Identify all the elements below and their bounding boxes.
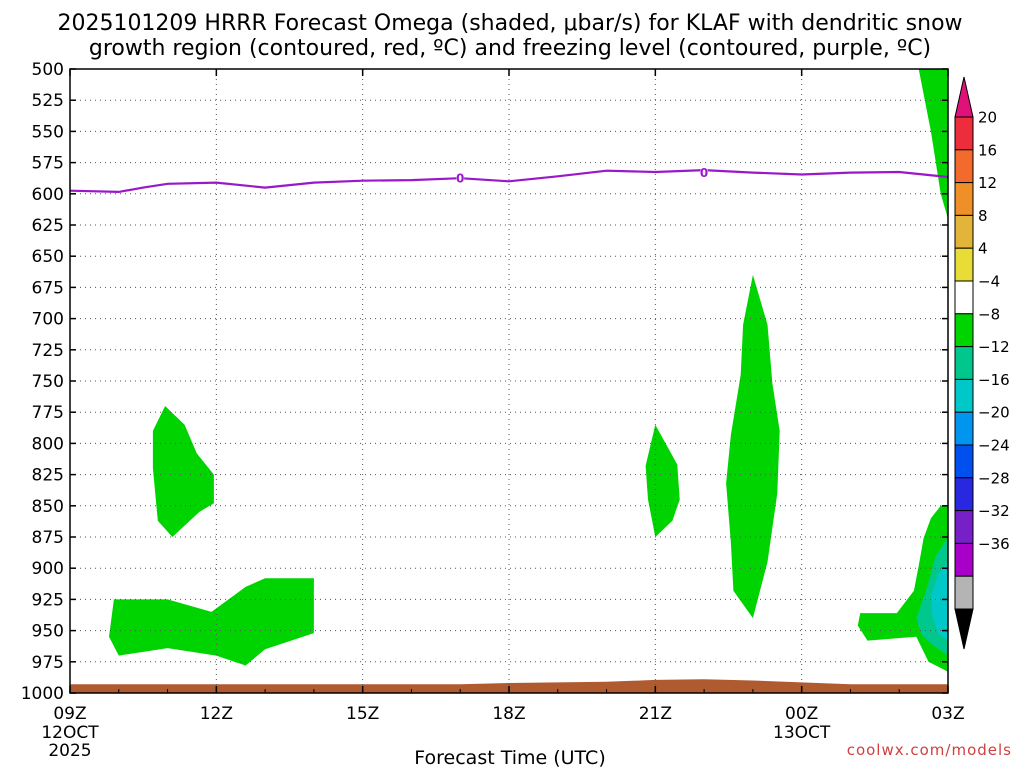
colorbar-segment-13 xyxy=(954,542,974,577)
omega-region-1 xyxy=(109,578,314,666)
freezing-label-1: 0 xyxy=(700,166,708,180)
colorbar-segment-6 xyxy=(954,313,974,348)
y-tick-label-950: 950 xyxy=(32,622,64,642)
colorbar-label-2: 12 xyxy=(978,174,997,192)
omega-region-7 xyxy=(930,562,948,641)
colorbar-label-3: 8 xyxy=(978,207,988,225)
grid-lines xyxy=(70,69,948,693)
colorbar-label-4: 4 xyxy=(978,240,988,258)
x-tick-date-15: 13OCT xyxy=(773,723,831,743)
y-tick-label-800: 800 xyxy=(32,434,64,454)
y-tick-label-550: 550 xyxy=(32,122,64,142)
x-tick-label-15: 00Z xyxy=(785,704,818,724)
y-tick-label-975: 975 xyxy=(32,653,64,673)
colorbar-label-13: −36 xyxy=(978,535,1010,553)
y-tick-label-600: 600 xyxy=(32,185,64,205)
y-tick-label-575: 575 xyxy=(32,154,64,174)
x-tick-year-0: 2025 xyxy=(48,741,91,761)
colorbar-segment-5 xyxy=(954,280,974,315)
colorbar-label-6: −8 xyxy=(978,305,1000,323)
x-tick-label-12: 21Z xyxy=(639,704,672,724)
colorbar-label-5: −4 xyxy=(978,273,1000,291)
y-tick-label-700: 700 xyxy=(32,310,64,330)
colorbar-segment-9 xyxy=(954,411,974,446)
y-tick-label-850: 850 xyxy=(32,497,64,517)
x-tick-label-3: 12Z xyxy=(200,704,233,724)
colorbar-segment-2 xyxy=(954,182,974,216)
colorbar-label-8: −16 xyxy=(978,371,1010,389)
y-tick-label-675: 675 xyxy=(32,278,64,298)
y-tick-label-925: 925 xyxy=(32,590,64,610)
omega-region-3 xyxy=(726,274,780,619)
colorbar-segment-1 xyxy=(954,149,974,184)
x-axis-label: Forecast Time (UTC) xyxy=(414,747,605,768)
credit-text: coolwx.com/models xyxy=(847,741,1012,759)
y-tick-label-825: 825 xyxy=(32,466,64,486)
x-tick-label-9: 18Z xyxy=(492,704,525,724)
colorbar-segment-14 xyxy=(954,575,974,610)
colorbar-segment-0 xyxy=(954,116,974,151)
freezing-label-bg-0 xyxy=(456,172,465,185)
colorbar-label-9: −20 xyxy=(978,404,1010,422)
x-tick-label-6: 15Z xyxy=(346,704,379,724)
omega-region-2 xyxy=(645,424,680,537)
omega-region-0 xyxy=(152,406,214,537)
freezing-label-0: 0 xyxy=(456,172,464,186)
colorbar-segment-12 xyxy=(954,510,974,544)
y-tick-label-625: 625 xyxy=(32,216,64,236)
y-tick-label-525: 525 xyxy=(32,91,64,111)
colorbar-segment-4 xyxy=(954,247,974,282)
x-tick-label-18: 03Z xyxy=(931,704,964,724)
colorbar-segment-3 xyxy=(954,214,974,249)
colorbar-segment-10 xyxy=(954,444,974,479)
y-tick-label-500: 500 xyxy=(32,60,64,80)
y-axis: 500 525 550 575 600 625 650 675 700 725 750 775 800 8… xyxy=(21,60,948,704)
colorbar-segment-8 xyxy=(954,378,974,413)
y-tick-label-650: 650 xyxy=(32,247,64,267)
colorbar-label-7: −12 xyxy=(978,338,1010,356)
freezing-level-line xyxy=(69,168,949,194)
x-tick-label-0: 09Z xyxy=(53,704,86,724)
colorbar-label-1: 16 xyxy=(978,141,997,159)
colorbar-segment-11 xyxy=(954,477,974,512)
colorbar-bottom-arrow xyxy=(954,608,974,650)
chart-title-line2: growth region (contoured, red, ºC) and f… xyxy=(89,36,931,61)
y-tick-label-1000: 1000 xyxy=(21,684,64,704)
colorbar-segment-7 xyxy=(954,346,974,380)
y-tick-label-875: 875 xyxy=(32,528,64,548)
y-tick-label-725: 725 xyxy=(32,341,64,361)
colorbar-label-0: 20 xyxy=(978,109,997,127)
y-tick-label-775: 775 xyxy=(32,403,64,423)
omega-region-4 xyxy=(918,69,948,219)
y-tick-label-750: 750 xyxy=(32,372,64,392)
colorbar: 20 16 12 8 4 −4 −8 −12 −16 −20 −24 −28 −32 −36 xyxy=(954,76,1010,650)
colorbar-label-10: −24 xyxy=(978,437,1010,455)
y-tick-label-900: 900 xyxy=(32,559,64,579)
colorbar-label-12: −32 xyxy=(978,502,1010,520)
chart-title-line1: 2025101209 HRRR Forecast Omega (shaded, … xyxy=(57,11,962,36)
x-tick-date-0: 12OCT xyxy=(41,723,99,743)
freezing-label-bg-1 xyxy=(700,166,709,179)
colorbar-label-11: −28 xyxy=(978,469,1010,487)
